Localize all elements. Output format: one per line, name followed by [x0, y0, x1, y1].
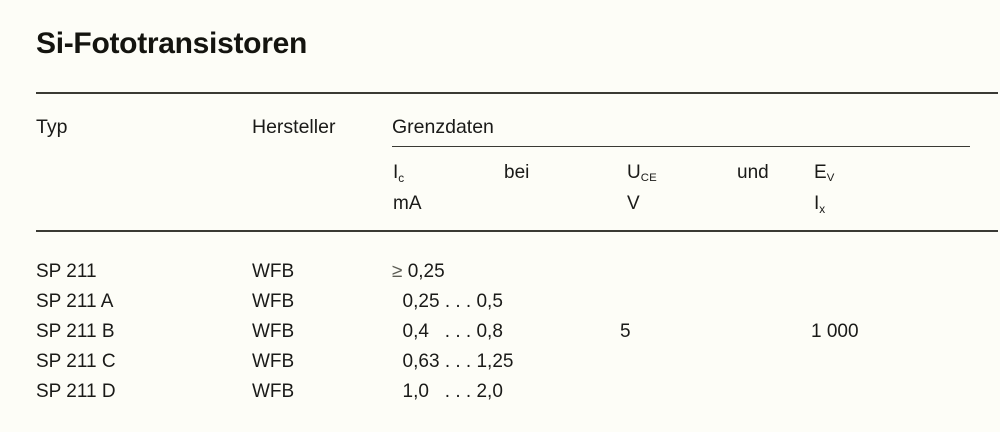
table-row: SP 211 WFB ≥ 0,25	[0, 262, 1000, 292]
column-header-uce: UCE	[627, 162, 657, 185]
column-header-grenzdaten: Grenzdaten	[392, 116, 494, 138]
ix-subscript: x	[819, 202, 826, 216]
cell-hersteller: WFB	[252, 351, 295, 372]
column-header-ic: Ic	[393, 162, 405, 185]
ic-symbol: I	[393, 162, 399, 183]
table-body: SP 211 WFB ≥ 0,25 SP 211 A WFB 0,25 . . …	[0, 262, 1000, 412]
ev-subscript: V	[826, 172, 835, 185]
cell-ic: ≥ 0,25	[392, 262, 572, 281]
unit-ev-ix: Ix	[814, 193, 826, 216]
column-header-ev: EV	[814, 162, 835, 185]
cell-hersteller: WFB	[252, 291, 295, 312]
ix-symbol: I	[814, 193, 820, 214]
table-row: SP 211 D WFB 1,0 . . . 2,0	[0, 382, 1000, 412]
cell-typ: SP 211 D	[36, 381, 116, 402]
cell-ev: 1 000	[811, 321, 859, 342]
unit-ic-ma: mA	[393, 193, 422, 214]
cell-ic-value: 1,0 . . . 2,0	[392, 381, 503, 402]
ev-symbol: E	[814, 162, 827, 183]
cell-typ: SP 211 C	[36, 351, 116, 372]
unit-uce-v: V	[627, 193, 640, 214]
cell-uce: 5	[620, 321, 631, 342]
cell-hersteller: WFB	[252, 261, 295, 282]
page-title: Si-Fototransistoren	[36, 27, 307, 60]
cell-typ: SP 211	[36, 261, 97, 282]
cell-ic: 0,4 . . . 0,8	[392, 322, 572, 341]
header-bottom-rule	[36, 230, 998, 232]
table-row: SP 211 B WFB 0,4 . . . 0,8 5 1 000	[0, 322, 1000, 352]
cell-ic: 0,63 . . . 1,25	[392, 352, 572, 371]
cell-typ: SP 211 B	[36, 321, 115, 342]
table-top-rule	[36, 92, 998, 94]
uce-symbol: U	[627, 162, 641, 183]
cell-ic-value: 0,25 . . . 0,5	[392, 291, 503, 312]
uce-subscript: CE	[640, 172, 657, 185]
cell-ic: 1,0 . . . 2,0	[392, 382, 572, 401]
cell-ic-value: 0,25	[402, 261, 445, 282]
cell-ic: 0,25 . . . 0,5	[392, 292, 572, 311]
cell-ic-value: 0,4 . . . 0,8	[392, 321, 503, 342]
ic-subscript: c	[398, 171, 405, 185]
grenzdaten-sub-rule	[392, 146, 970, 148]
column-header-bei: bei	[504, 162, 530, 183]
cell-ic-value: 0,63 . . . 1,25	[392, 351, 514, 372]
cell-hersteller: WFB	[252, 381, 295, 402]
cell-hersteller: WFB	[252, 321, 295, 342]
greater-equal-symbol: ≥	[392, 261, 403, 282]
column-header-hersteller: Hersteller	[252, 116, 336, 138]
table-row: SP 211 A WFB 0,25 . . . 0,5	[0, 292, 1000, 322]
table-row: SP 211 C WFB 0,63 . . . 1,25	[0, 352, 1000, 382]
cell-typ: SP 211 A	[36, 291, 114, 312]
column-header-und: und	[737, 162, 769, 183]
column-header-typ: Typ	[36, 116, 68, 138]
